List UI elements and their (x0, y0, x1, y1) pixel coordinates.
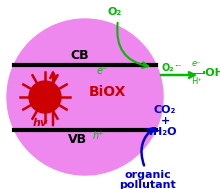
Text: BiOX: BiOX (88, 85, 126, 99)
Text: organic: organic (125, 170, 171, 180)
Text: h⁺: h⁺ (93, 131, 104, 141)
Text: H⁺: H⁺ (191, 77, 202, 86)
Text: e⁻: e⁻ (97, 66, 108, 76)
Text: O₂: O₂ (161, 63, 174, 73)
Text: H₂O: H₂O (153, 127, 177, 137)
Text: +: + (160, 116, 170, 126)
Text: hv: hv (32, 118, 48, 128)
Text: VB: VB (68, 133, 86, 146)
Circle shape (29, 81, 61, 113)
Text: CB: CB (71, 49, 89, 62)
Text: ·⁻: ·⁻ (174, 63, 182, 72)
Text: O₂: O₂ (108, 7, 122, 17)
Text: pollutant: pollutant (120, 180, 176, 189)
Circle shape (7, 19, 163, 175)
Text: ·OH: ·OH (202, 68, 220, 78)
Text: CO₂: CO₂ (154, 105, 176, 115)
Text: e⁻: e⁻ (191, 59, 201, 68)
